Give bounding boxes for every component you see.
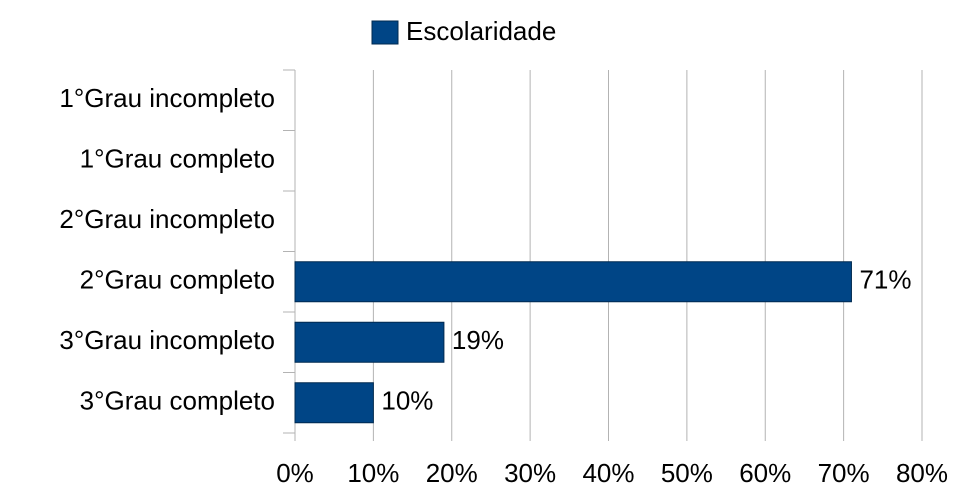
y-tick-label: 3°Grau completo <box>80 386 275 416</box>
y-tick-label: 2°Grau completo <box>80 265 275 295</box>
value-label: 71% <box>859 265 911 295</box>
value-label: 10% <box>381 386 433 416</box>
y-tick-label: 3°Grau incompleto <box>59 325 275 355</box>
x-tick-label: 10% <box>347 458 399 488</box>
y-tick-label: 1°Grau incompleto <box>59 83 275 113</box>
bar <box>294 382 374 424</box>
x-tick-label: 30% <box>504 458 556 488</box>
y-tick-label: 2°Grau incompleto <box>59 204 275 234</box>
x-tick-label: 80% <box>896 458 948 488</box>
x-tick-label: 40% <box>582 458 634 488</box>
x-tick-label: 70% <box>818 458 870 488</box>
legend-swatch <box>371 20 399 45</box>
x-tick-label: 60% <box>739 458 791 488</box>
x-tick-label: 0% <box>276 458 314 488</box>
bar <box>294 321 445 363</box>
x-tick-label: 20% <box>426 458 478 488</box>
bar <box>294 261 852 303</box>
x-tick-label: 50% <box>661 458 713 488</box>
y-tick-label: 1°Grau completo <box>80 144 275 174</box>
value-label: 19% <box>452 325 504 355</box>
legend-label: Escolaridade <box>406 16 556 46</box>
